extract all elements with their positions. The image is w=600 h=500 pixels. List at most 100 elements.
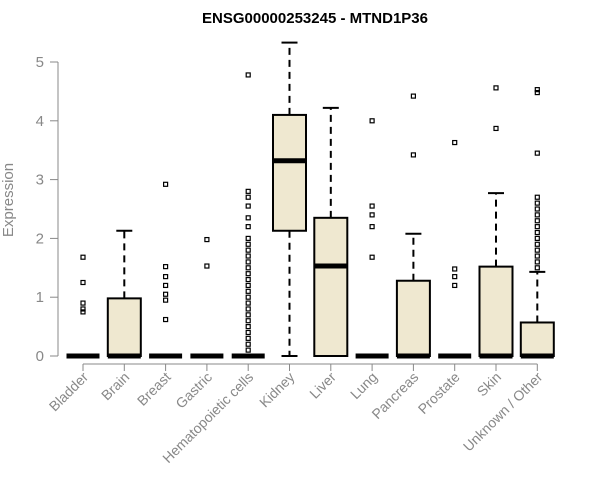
y-axis: 0 1 2 3 4 5 bbox=[36, 54, 59, 365]
outlier-point bbox=[369, 212, 375, 218]
y-tick-label: 1 bbox=[36, 289, 44, 306]
outlier-point bbox=[534, 235, 540, 241]
boxes-group bbox=[66, 41, 555, 359]
outlier-point bbox=[245, 247, 251, 253]
y-tick-label: 0 bbox=[36, 348, 44, 365]
outlier-point bbox=[369, 118, 375, 124]
x-tick-label: Lung bbox=[347, 369, 380, 402]
box-hematopoietic-cells bbox=[231, 72, 265, 359]
outlier-point bbox=[245, 300, 251, 306]
outlier-point bbox=[80, 254, 86, 260]
x-tick-label: Kidney bbox=[256, 369, 298, 411]
outlier-point bbox=[80, 306, 86, 312]
outlier-point bbox=[245, 188, 251, 194]
x-tick-label: Prostate bbox=[415, 369, 463, 417]
box-iqr bbox=[519, 321, 555, 358]
outlier-point bbox=[245, 253, 251, 259]
outlier-point bbox=[245, 235, 251, 241]
box-unknown-other bbox=[519, 87, 555, 359]
outlier-point bbox=[369, 203, 375, 209]
outlier-point bbox=[534, 206, 540, 212]
box-iqr bbox=[272, 113, 307, 232]
outlier-point bbox=[80, 300, 86, 306]
outlier-point bbox=[245, 306, 251, 312]
outlier-point bbox=[452, 282, 458, 289]
y-tick-label: 3 bbox=[36, 172, 44, 189]
outlier-point bbox=[163, 282, 169, 289]
outlier-point bbox=[534, 229, 540, 236]
box-iqr bbox=[478, 265, 514, 357]
y-axis-label: Expression bbox=[0, 163, 17, 237]
box-gastric bbox=[190, 236, 224, 359]
outlier-point bbox=[245, 318, 251, 324]
x-tick-label: Breast bbox=[134, 369, 174, 409]
outlier-point bbox=[163, 264, 169, 270]
chart-title: ENSG00000253245 - MTND1P36 bbox=[202, 10, 428, 27]
outlier-point bbox=[534, 265, 540, 271]
outlier-point bbox=[534, 150, 540, 156]
outlier-point bbox=[369, 254, 375, 260]
outlier-point bbox=[163, 316, 169, 323]
outlier-point bbox=[163, 181, 169, 187]
outlier-point bbox=[245, 241, 251, 247]
y-tick-label: 5 bbox=[36, 54, 44, 71]
outlier-point bbox=[204, 236, 210, 243]
x-tick-label: Liver bbox=[306, 369, 339, 402]
outlier-point bbox=[534, 194, 540, 200]
y-tick-label: 2 bbox=[36, 230, 44, 247]
outlier-point bbox=[452, 266, 458, 272]
outlier-point bbox=[493, 85, 499, 91]
box-prostate bbox=[438, 139, 472, 359]
outlier-point bbox=[534, 247, 540, 253]
outlier-point bbox=[245, 72, 251, 78]
outlier-point bbox=[245, 224, 251, 230]
outlier-point bbox=[163, 274, 169, 280]
box-skin bbox=[478, 85, 514, 359]
outlier-point bbox=[369, 224, 375, 230]
box-breast bbox=[149, 181, 183, 359]
box-pancreas bbox=[395, 93, 431, 359]
box-iqr bbox=[313, 216, 349, 357]
outlier-point bbox=[534, 224, 540, 230]
outlier-point bbox=[410, 152, 416, 158]
outlier-point bbox=[245, 312, 251, 318]
x-tick-label: Brain bbox=[98, 369, 132, 403]
box-iqr bbox=[395, 279, 431, 357]
outlier-point bbox=[245, 324, 251, 330]
outlier-point bbox=[80, 279, 86, 286]
outlier-point bbox=[534, 212, 540, 218]
outlier-point bbox=[452, 139, 458, 146]
outlier-point bbox=[452, 274, 458, 280]
outlier-point bbox=[163, 291, 169, 297]
box-liver bbox=[313, 106, 349, 357]
outlier-point bbox=[245, 265, 251, 271]
outlier-point bbox=[534, 259, 540, 265]
outlier-point bbox=[245, 347, 251, 353]
outlier-point bbox=[245, 341, 251, 347]
outlier-point bbox=[245, 203, 251, 209]
outlier-point bbox=[534, 87, 540, 93]
outlier-point bbox=[245, 276, 251, 283]
y-tick-label: 4 bbox=[36, 113, 44, 130]
outlier-point bbox=[245, 329, 251, 336]
box-bladder bbox=[66, 254, 100, 359]
outlier-point bbox=[534, 241, 540, 247]
box-lung bbox=[355, 118, 389, 359]
outlier-point bbox=[245, 194, 251, 200]
box-iqr bbox=[106, 297, 142, 358]
outlier-point bbox=[204, 263, 210, 269]
outlier-point bbox=[534, 253, 540, 259]
outlier-point bbox=[245, 282, 251, 289]
outlier-point bbox=[163, 297, 169, 303]
outlier-point bbox=[245, 288, 251, 294]
outlier-point bbox=[245, 259, 251, 265]
box-brain bbox=[106, 229, 142, 359]
box-kidney bbox=[272, 41, 307, 357]
outlier-point bbox=[534, 200, 540, 206]
outlier-point bbox=[80, 309, 86, 315]
outlier-point bbox=[534, 89, 540, 96]
outlier-point bbox=[245, 215, 251, 221]
x-tick-label: Skin bbox=[474, 369, 505, 400]
